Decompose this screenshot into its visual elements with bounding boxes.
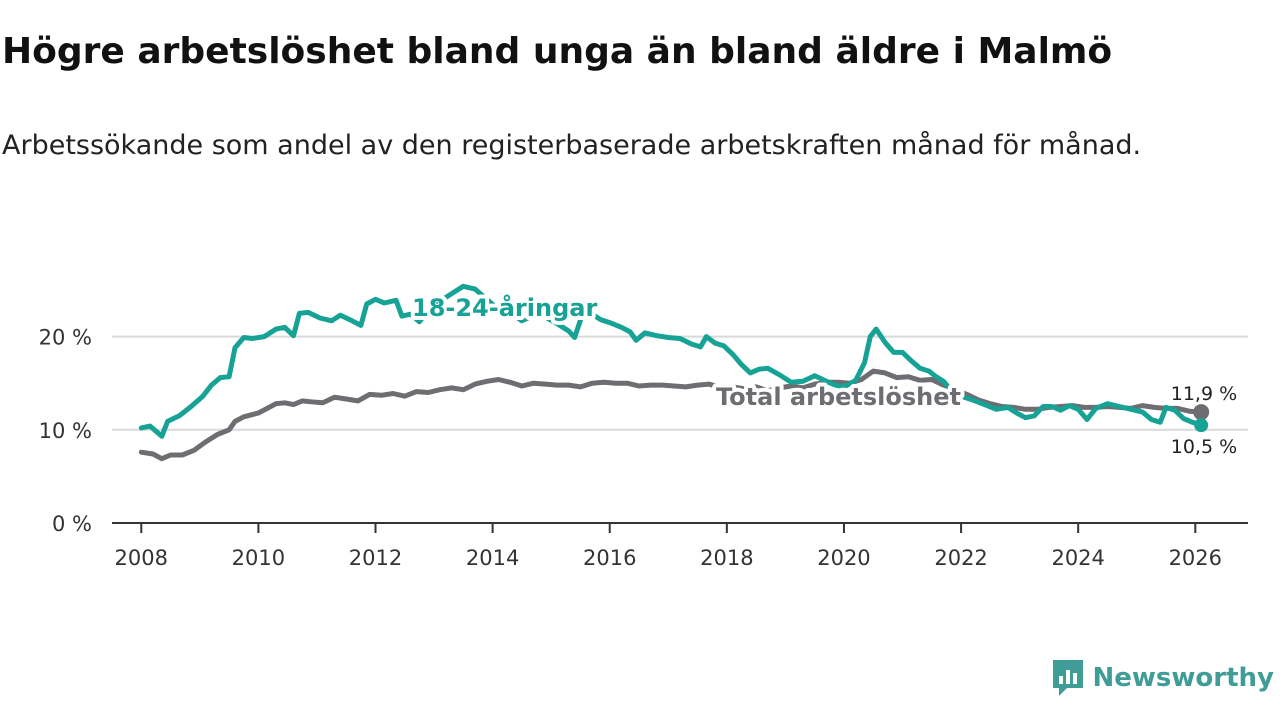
series-label-18-24: 18-24-åringar [412, 293, 597, 322]
y-tick-label: 20 % [39, 326, 92, 350]
series-label-total: Total arbetslöshet [716, 383, 961, 411]
series-end-point-total [1193, 404, 1210, 421]
x-tick-label: 2010 [232, 546, 285, 570]
series-line-total [138, 368, 1204, 462]
series-line-18-24 [138, 283, 1204, 439]
x-tick-label: 2022 [934, 546, 987, 570]
brand-name: Newsworthy [1092, 663, 1274, 693]
x-tick-label: 2024 [1051, 546, 1104, 570]
end-value-label-18-24: 10,5 % [1171, 436, 1237, 458]
y-tick-label: 0 % [52, 512, 92, 536]
newsworthy-logo-icon [1052, 660, 1083, 696]
x-tick-label: 2018 [700, 546, 753, 570]
chart-subtitle: Arbetssökande som andel av den registerb… [2, 130, 1142, 161]
x-tick-label: 2016 [583, 546, 636, 570]
chart-title: Högre arbetslöshet bland unga än bland ä… [2, 31, 1113, 72]
brand-logo: Newsworthy [1051, 658, 1274, 698]
x-tick-label: 2020 [817, 546, 870, 570]
y-tick-label: 10 % [39, 419, 92, 443]
x-tick-label: 2014 [466, 546, 519, 570]
x-tick-label: 2008 [115, 546, 168, 570]
x-tick-label: 2026 [1169, 546, 1222, 570]
end-value-label-total: 11,9 % [1171, 383, 1237, 405]
x-tick-label: 2012 [349, 546, 402, 570]
series-end-point-18-24 [1194, 418, 1209, 433]
